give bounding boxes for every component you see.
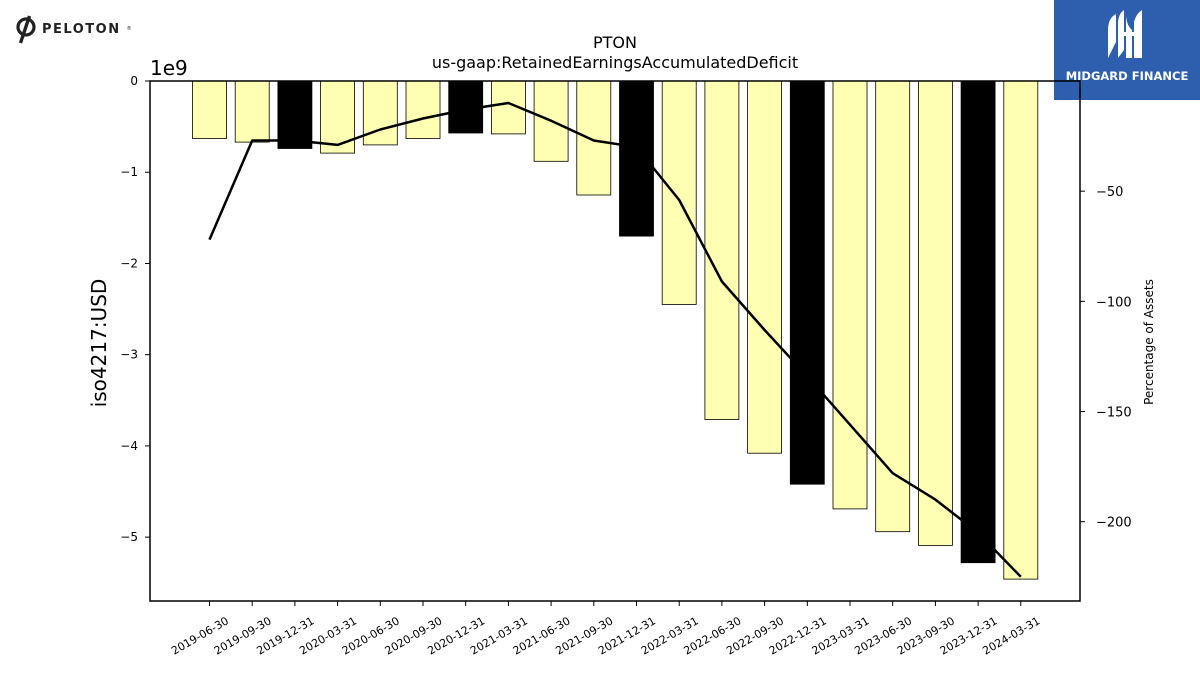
y-offset-label: 1e9 [150,56,188,80]
y2-axis-label: Percentage of Assets [1142,279,1156,405]
bar-2023-03-31 [832,80,868,510]
peloton-logo: PELOTON ® [14,14,132,44]
bar-2022-03-31 [661,80,697,305]
y-tick-label: −1 [120,165,138,179]
bar-2020-03-31 [320,80,356,154]
midgard-finance-logo: MIDGARD FINANCE [1054,0,1200,100]
bar-2023-06-30 [875,80,911,533]
midgard-wordmark: MIDGARD FINANCE [1065,69,1189,83]
percentage-line [208,101,1022,578]
bar-2022-09-30 [747,80,782,454]
y-axis-label: iso4217:USD [87,279,111,408]
bar-2022-06-30 [704,80,740,420]
peloton-wordmark: PELOTON [42,21,121,37]
bars-layer [192,80,1039,580]
y-tick-label: 0 [130,74,138,88]
bar-2019-12-31 [277,80,313,149]
chart-title: PTON [593,33,637,52]
y2-tick-label: −200 [1096,516,1132,531]
midgard-emblem-icon [1108,10,1142,58]
y-tick-label: −3 [120,348,138,362]
bar-2019-06-30 [192,80,227,139]
bar-2023-12-31 [960,80,996,564]
y2-tick-label: −150 [1096,406,1132,421]
bar-2020-06-30 [362,80,398,146]
y2-tick-label: −50 [1096,185,1123,200]
y2-tick-label: −100 [1096,295,1132,310]
y-tick-label: −2 [120,256,138,270]
bar-2019-09-30 [234,80,270,143]
plot-frame [149,80,1081,602]
axes-layer [149,80,1081,602]
chart-subtitle: us-gaap:RetainedEarningsAccumulatedDefic… [432,53,798,72]
bar-2020-09-30 [405,80,441,139]
bar-2023-09-30 [918,80,953,546]
y-tick-label: −4 [120,439,138,453]
bar-2024-03-31 [1003,80,1039,580]
labels-layer: PTON us-gaap:RetainedEarningsAccumulated… [87,33,1156,407]
y-tick-label: −5 [120,530,138,544]
bar-2021-09-30 [576,80,612,196]
line-layer [208,101,1022,578]
bar-2021-03-31 [490,80,526,135]
peloton-mark-icon [16,15,36,44]
bar-2021-12-31 [619,80,654,237]
bar-2022-12-31 [789,80,825,485]
trademark-symbol: ® [126,26,132,32]
